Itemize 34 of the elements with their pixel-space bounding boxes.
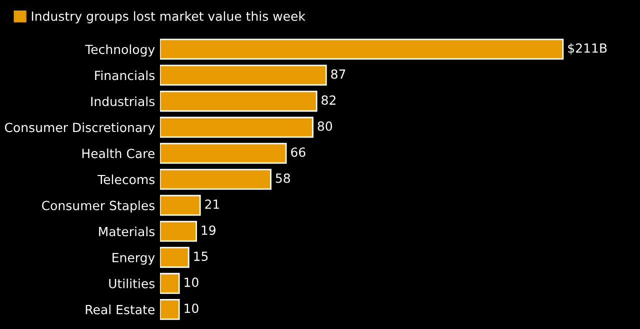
data-label: 10	[184, 304, 198, 314]
data-label: 82	[322, 95, 336, 105]
bar	[160, 298, 180, 320]
y-tick-label: Energy	[112, 253, 155, 265]
bar	[160, 194, 201, 216]
y-tick-label: Consumer Staples	[42, 200, 155, 213]
bar	[160, 38, 564, 60]
data-label: $211B	[568, 43, 607, 54]
data-label: 19	[202, 226, 216, 235]
bar	[160, 272, 180, 294]
bar	[160, 90, 318, 112]
data-label: 58	[276, 173, 290, 183]
y-tick-label: Utilities	[109, 278, 155, 288]
bar	[160, 142, 287, 164]
y-tick-label: Technology	[85, 44, 155, 57]
data-label: 21	[205, 200, 220, 209]
y-tick-label: Consumer Discretionary	[4, 122, 155, 135]
bar	[160, 246, 190, 268]
y-tick-label: Telecoms	[98, 174, 155, 184]
bar	[160, 168, 272, 190]
bar	[160, 116, 314, 138]
data-label: 15	[194, 252, 208, 261]
data-label: 87	[331, 69, 346, 79]
y-tick-label: Financials	[95, 70, 155, 80]
y-tick-label: Materials	[99, 226, 155, 236]
legend-label: Industry groups lost market value this week	[32, 11, 306, 24]
bar	[160, 64, 327, 86]
data-label: 80	[318, 121, 332, 131]
y-tick-label: Industrials	[91, 96, 155, 106]
data-label: 10	[184, 278, 198, 288]
y-tick-label: Health Care	[82, 148, 154, 158]
bar	[160, 220, 197, 242]
y-tick-label: Real Estate	[86, 304, 154, 314]
data-label: 66	[291, 147, 306, 157]
